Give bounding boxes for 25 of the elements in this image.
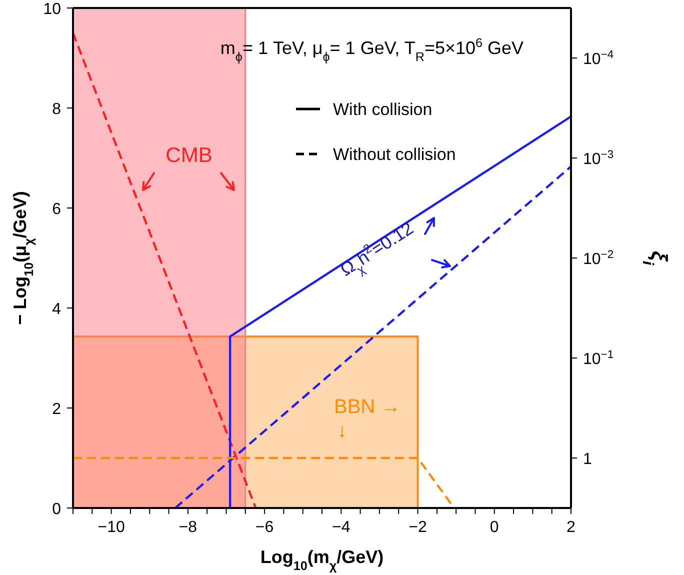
annotation: BBN →	[334, 396, 401, 418]
x-tick-label: −6	[255, 519, 274, 536]
y-tick-label: 8	[52, 101, 62, 118]
annotation: Without collision	[333, 145, 456, 164]
y-tick-label: 2	[52, 401, 62, 418]
x-tick-label: −4	[332, 519, 350, 536]
annotation: ↓	[337, 420, 347, 442]
y2-tick-label: 10$^{−4}$	[583, 49, 614, 68]
x-axis-title: Log$_{10}$(m$_{χ}$/GeV)	[260, 547, 384, 573]
y2-tick-label: 10$^{−1}$	[583, 349, 614, 368]
x-tick-label: 2	[566, 519, 576, 536]
y2-tick-label: 10$^{−2}$	[583, 249, 614, 268]
x-tick-label: −8	[178, 519, 198, 536]
annotation: With collision	[333, 100, 432, 119]
y-tick-label: 0	[52, 501, 62, 518]
y2-tick-label: 1	[583, 451, 592, 468]
y-tick-label: 4	[52, 301, 62, 318]
y-tick-label: 10	[43, 1, 62, 18]
x-tick-label: 0	[490, 519, 499, 536]
annotation: CMB	[166, 144, 212, 167]
x-tick-label: −10	[98, 519, 125, 536]
y2-tick-label: 10$^{−3}$	[583, 149, 614, 168]
x-tick-label: −2	[408, 519, 427, 536]
text: m$_{ϕ}$= 1 TeV, μ$_{ϕ}$= 1 GeV, T$_{R}$=5×10$^{6}$ GeV	[220, 36, 524, 64]
y-tick-label: 6	[52, 201, 62, 218]
